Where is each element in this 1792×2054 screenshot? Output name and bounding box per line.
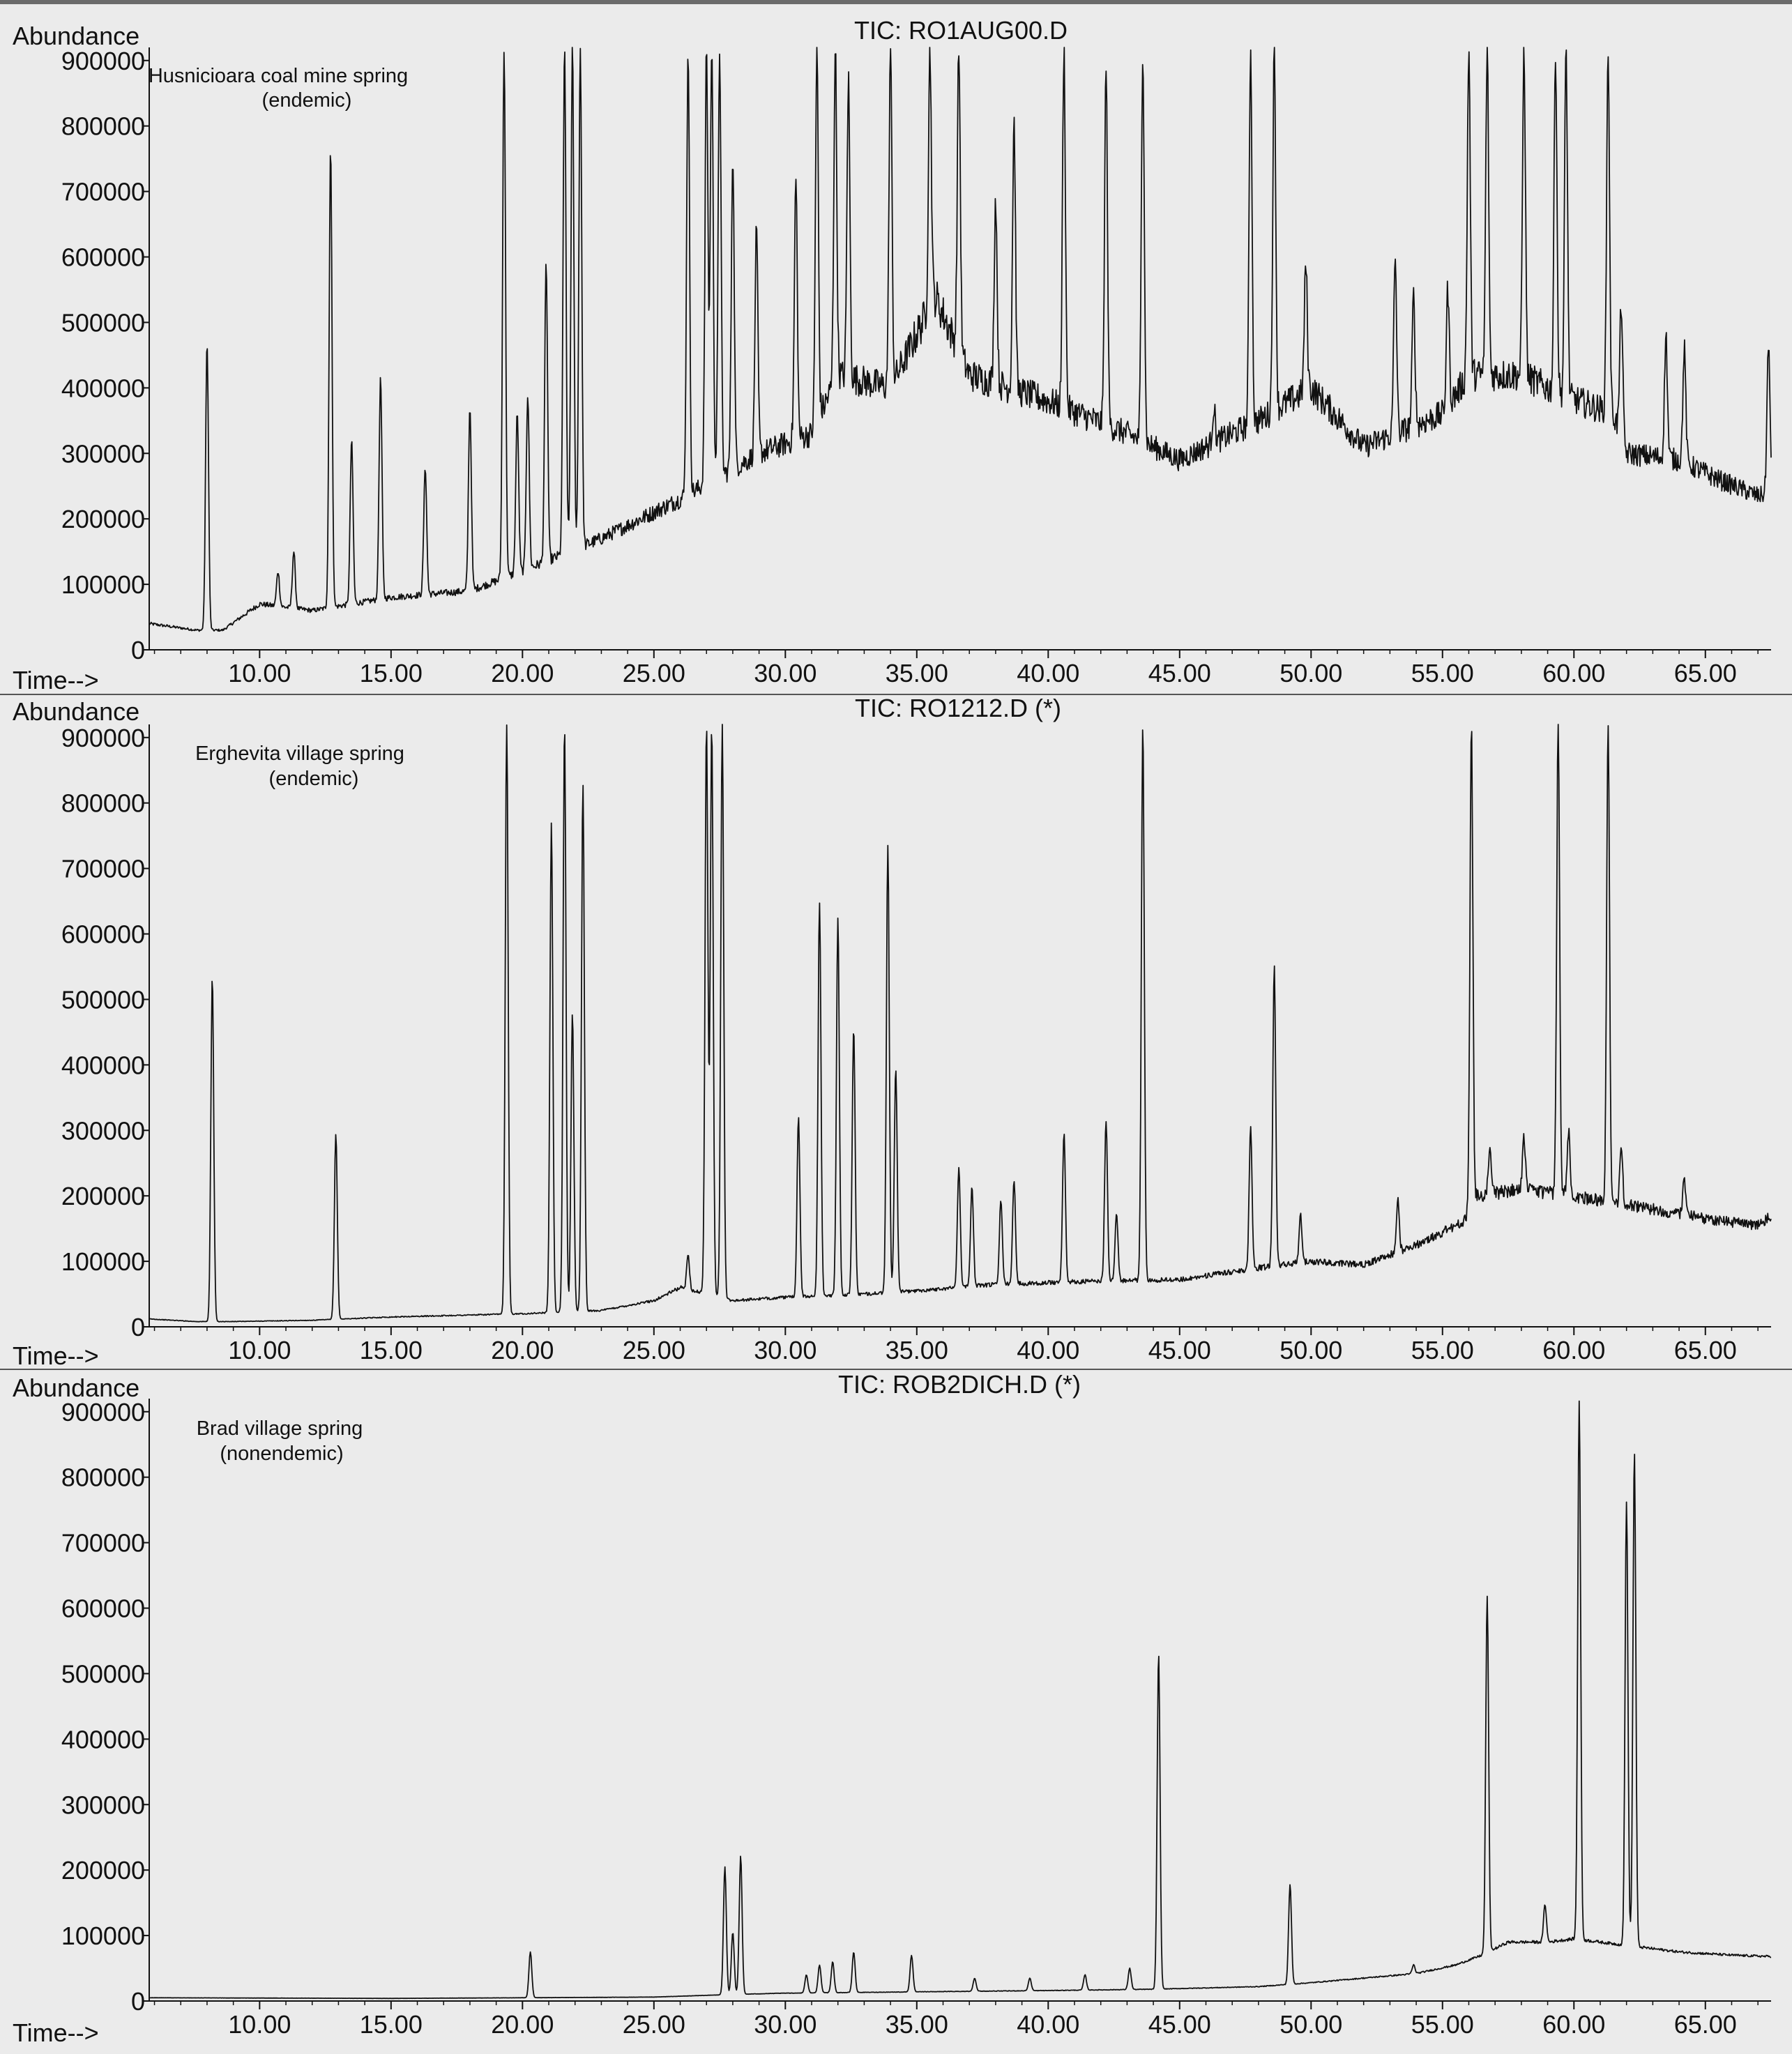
sample-label: Husnicioara coal mine spring (149, 65, 408, 87)
x-tick-label: 15.00 (360, 2010, 423, 2039)
x-tick-label: 10.00 (228, 659, 291, 687)
y-tick-label: 400000 (61, 1051, 145, 1079)
sample-category: (nonendemic) (220, 1443, 343, 1465)
y-tick-label: 600000 (61, 920, 145, 949)
x-tick-label: 50.00 (1280, 1336, 1342, 1364)
y-axis-label: Abundance (13, 22, 139, 50)
x-tick-label: 25.00 (623, 659, 685, 687)
y-tick-label: 500000 (61, 1659, 145, 1688)
top-border (0, 0, 1792, 4)
x-axis-label: Time--> (13, 1341, 99, 1370)
y-tick-label: 200000 (61, 1856, 145, 1885)
x-tick-label: 55.00 (1411, 659, 1474, 687)
y-tick-label: 700000 (61, 1529, 145, 1558)
x-axis-label: Time--> (13, 2018, 99, 2047)
chart-panel-1: Abundance TIC: RO1AUG00.D Husnicioara co… (0, 16, 1792, 695)
x-tick-label: 20.00 (491, 2010, 554, 2039)
y-tick-label: 0 (131, 636, 145, 664)
y-tick-label: 900000 (61, 724, 145, 752)
chromatogram-trace (149, 47, 1772, 632)
chart-title: TIC: RO1AUG00.D (854, 16, 1068, 45)
y-tick-label: 900000 (61, 1398, 145, 1427)
y-tick-label: 500000 (61, 308, 145, 337)
x-tick-label: 55.00 (1411, 1336, 1474, 1364)
x-tick-label: 30.00 (754, 659, 817, 687)
x-tick-label: 40.00 (1017, 2010, 1079, 2039)
y-tick-label: 100000 (61, 1247, 145, 1276)
x-tick-label: 30.00 (754, 2010, 817, 2039)
x-tick-label: 40.00 (1017, 1336, 1079, 1364)
x-tick-label: 65.00 (1674, 2010, 1737, 2039)
x-tick-label: 30.00 (754, 1336, 817, 1364)
y-tick-label: 0 (131, 1987, 145, 2016)
y-tick-label: 800000 (61, 789, 145, 818)
chart-panel-3: Abundance TIC: ROB2DICH.D (*) Brad villa… (13, 1370, 1772, 2047)
y-tick-label: 600000 (61, 1595, 145, 1623)
x-tick-label: 25.00 (623, 1336, 685, 1364)
y-tick-label: 900000 (61, 47, 145, 75)
y-tick-label: 800000 (61, 112, 145, 141)
x-tick-label: 60.00 (1542, 2010, 1605, 2039)
y-tick-label: 300000 (61, 1116, 145, 1145)
x-tick-label: 35.00 (886, 1336, 948, 1364)
x-tick-label: 35.00 (886, 2010, 948, 2039)
sample-category: (endemic) (269, 768, 359, 790)
x-tick-label: 65.00 (1674, 659, 1737, 687)
y-tick-label: 300000 (61, 1790, 145, 1819)
x-tick-label: 20.00 (491, 1336, 554, 1364)
y-tick-label: 400000 (61, 1725, 145, 1753)
x-tick-label: 10.00 (228, 1336, 291, 1364)
x-tick-label: 20.00 (491, 659, 554, 687)
x-tick-label: 40.00 (1017, 659, 1079, 687)
x-tick-label: 45.00 (1148, 659, 1211, 687)
sample-label: Erghevita village spring (195, 743, 404, 765)
y-axis-label: Abundance (13, 697, 139, 726)
x-tick-label: 35.00 (886, 659, 948, 687)
y-axis-label: Abundance (13, 1374, 139, 1402)
x-tick-label: 55.00 (1411, 2010, 1474, 2039)
y-tick-label: 500000 (61, 985, 145, 1014)
y-tick-label: 700000 (61, 178, 145, 206)
y-tick-label: 600000 (61, 243, 145, 272)
x-tick-label: 50.00 (1280, 2010, 1342, 2039)
chromatogram-trace (149, 1400, 1772, 2000)
x-axis-label: Time--> (13, 666, 99, 694)
y-tick-label: 200000 (61, 505, 145, 533)
x-tick-label: 60.00 (1542, 659, 1605, 687)
sample-category: (endemic) (262, 89, 352, 112)
y-tick-label: 800000 (61, 1463, 145, 1492)
y-tick-label: 300000 (61, 439, 145, 468)
y-tick-label: 100000 (61, 570, 145, 599)
chart-title: TIC: ROB2DICH.D (*) (838, 1370, 1081, 1399)
x-tick-label: 65.00 (1674, 1336, 1737, 1364)
y-tick-label: 200000 (61, 1182, 145, 1210)
y-tick-label: 100000 (61, 1922, 145, 1950)
x-tick-label: 15.00 (360, 659, 423, 687)
x-tick-label: 50.00 (1280, 659, 1342, 687)
y-tick-label: 700000 (61, 855, 145, 883)
sample-label: Brad village spring (197, 1417, 363, 1440)
chart-panel-2: Abundance TIC: RO1212.D (*) Erghevita vi… (0, 694, 1792, 1370)
chart-title: TIC: RO1212.D (*) (855, 694, 1061, 722)
x-tick-label: 25.00 (623, 2010, 685, 2039)
x-tick-label: 15.00 (360, 1336, 423, 1364)
x-tick-label: 60.00 (1542, 1336, 1605, 1364)
chromatogram-trace (149, 724, 1772, 1323)
y-tick-label: 0 (131, 1313, 145, 1341)
y-tick-label: 400000 (61, 374, 145, 402)
x-tick-label: 45.00 (1148, 2010, 1211, 2039)
x-tick-label: 10.00 (228, 2010, 291, 2039)
x-tick-label: 45.00 (1148, 1336, 1211, 1364)
